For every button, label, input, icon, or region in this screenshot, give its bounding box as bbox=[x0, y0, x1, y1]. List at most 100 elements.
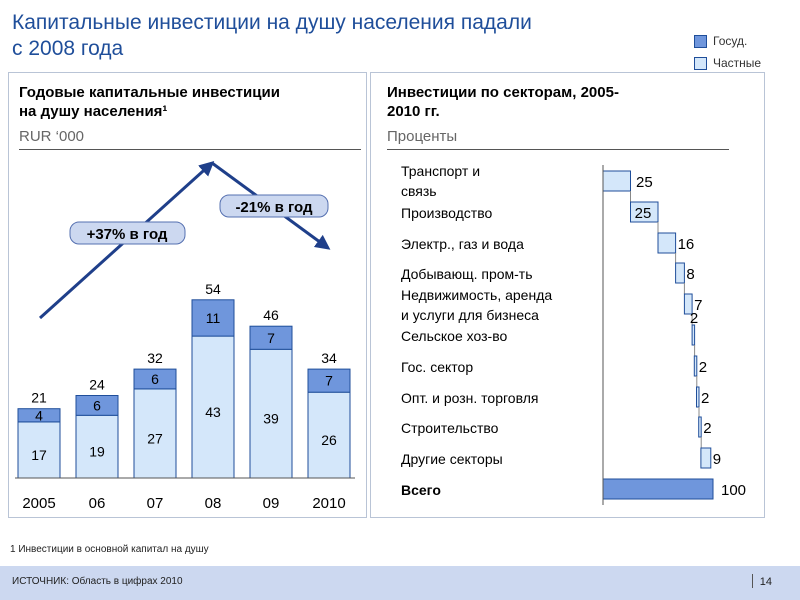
bar-label-private-2005: 17 bbox=[31, 447, 47, 463]
waterfall-value-9: 9 bbox=[713, 451, 721, 468]
legend-label-state: Госуд. bbox=[713, 34, 748, 48]
waterfall-value-1: 25 bbox=[635, 205, 652, 222]
bar-state-07 bbox=[133, 368, 177, 390]
waterfall-bar-4 bbox=[683, 293, 693, 315]
bar-label-private-09: 39 bbox=[263, 411, 279, 427]
waterfall-bar-10 bbox=[602, 478, 714, 500]
page-number: 14 bbox=[759, 576, 772, 588]
bar-label-private-07: 27 bbox=[147, 430, 163, 446]
sector-label-2: Электр., газ и вода bbox=[401, 236, 524, 252]
callout-down-text: -21% в год bbox=[235, 199, 313, 216]
bar-label-state-06: 6 bbox=[93, 397, 101, 413]
bar-total-2005: 21 bbox=[31, 390, 47, 406]
sector-label-4-0: Недвижимость, аренда bbox=[401, 287, 552, 303]
bar-state-08 bbox=[191, 299, 235, 337]
bar-total-09: 46 bbox=[263, 307, 279, 323]
legend-swatch-state bbox=[694, 34, 707, 48]
legend-label-private: Частные bbox=[713, 56, 762, 70]
sector-label-3: Добывающ. пром-ть bbox=[401, 266, 533, 282]
waterfall-value-3: 8 bbox=[686, 266, 694, 283]
sector-label-5: Сельское хоз-во bbox=[401, 328, 507, 344]
bar-label-state-2010: 7 bbox=[325, 373, 333, 389]
waterfall-bar-7 bbox=[696, 386, 700, 408]
right-panel-title: Инвестиции по секторам, 2005- 2010 гг. bbox=[387, 83, 619, 121]
waterfall-value-7: 2 bbox=[701, 390, 709, 407]
bar-state-06 bbox=[75, 395, 119, 416]
bar-total-08: 54 bbox=[205, 281, 221, 297]
source-note: ИСТОЧНИК: Область в цифрах 2010 bbox=[12, 576, 183, 587]
legend-item-private: Частные bbox=[694, 52, 761, 74]
waterfall-bar-5 bbox=[691, 324, 696, 346]
x-tick-06: 06 bbox=[89, 495, 106, 512]
sector-label-4-1: и услуги для бизнеса bbox=[401, 307, 539, 323]
bar-label-state-2005: 4 bbox=[35, 407, 43, 423]
bar-private-08 bbox=[191, 335, 235, 479]
sector-label-0-0: Транспорт и bbox=[401, 163, 480, 179]
legend-item-state: Госуд. bbox=[694, 30, 761, 52]
waterfall-value-2: 16 bbox=[678, 236, 695, 253]
waterfall-bar-8 bbox=[698, 416, 702, 438]
callout-down-box bbox=[219, 194, 329, 218]
left-panel: Годовые капитальные инвестиции на душу н… bbox=[8, 72, 367, 518]
bar-label-state-08: 11 bbox=[206, 310, 221, 326]
bar-label-state-09: 7 bbox=[267, 330, 275, 346]
sector-label-7: Опт. и розн. торговля bbox=[401, 390, 538, 406]
right-panel-rule bbox=[387, 149, 729, 150]
callout-up-text: +37% в год bbox=[87, 226, 168, 243]
page-title-line-1: Капитальные инвестиции на душу населения… bbox=[12, 11, 532, 34]
x-tick-2010: 2010 bbox=[312, 495, 345, 512]
page-title-line-2: с 2008 года bbox=[12, 37, 124, 60]
waterfall-bar-0 bbox=[602, 170, 631, 192]
legend: Госуд. Частные bbox=[694, 30, 761, 74]
waterfall-bar-3 bbox=[675, 262, 685, 284]
bar-label-state-07: 6 bbox=[151, 371, 159, 387]
left-panel-rule bbox=[19, 149, 361, 150]
page-title: Капитальные инвестиции на душу населения… bbox=[12, 10, 532, 62]
right-panel: Инвестиции по секторам, 2005- 2010 гг. П… bbox=[370, 72, 765, 518]
bar-private-06 bbox=[75, 414, 119, 479]
waterfall-value-6: 2 bbox=[699, 359, 707, 376]
waterfall-value-5: 2 bbox=[690, 310, 698, 327]
waterfall-value-0: 25 bbox=[636, 174, 653, 191]
sector-label-10: Всего bbox=[401, 482, 441, 498]
bar-total-2010: 34 bbox=[321, 350, 337, 366]
x-tick-09: 09 bbox=[263, 495, 280, 512]
waterfall-bar-9 bbox=[700, 447, 712, 469]
sector-label-9: Другие секторы bbox=[401, 451, 503, 467]
sector-label-1: Производство bbox=[401, 205, 492, 221]
waterfall-bar-1 bbox=[630, 201, 659, 223]
left-panel-title-line-2: на душу населения¹ bbox=[19, 103, 168, 120]
x-tick-08: 08 bbox=[205, 495, 222, 512]
bar-state-2010 bbox=[307, 368, 351, 393]
footnote: 1 Инвестиции в основной капитал на душу bbox=[10, 544, 209, 555]
legend-swatch-private bbox=[694, 56, 707, 70]
bar-state-2005 bbox=[17, 408, 61, 423]
bottom-bar bbox=[0, 566, 800, 600]
bar-total-06: 24 bbox=[89, 377, 105, 393]
waterfall-bar-6 bbox=[693, 355, 698, 377]
callout-up-box bbox=[69, 221, 186, 245]
bar-label-private-08: 43 bbox=[205, 404, 221, 420]
page-number-separator bbox=[752, 574, 753, 588]
sector-label-0-1: связь bbox=[401, 183, 437, 199]
waterfall-bar-2 bbox=[657, 232, 677, 254]
waterfall-value-4: 7 bbox=[694, 297, 702, 314]
left-panel-title: Годовые капитальные инвестиции на душу н… bbox=[19, 83, 280, 121]
bar-label-private-06: 19 bbox=[89, 444, 105, 460]
bar-label-private-2010: 26 bbox=[321, 432, 337, 448]
x-tick-07: 07 bbox=[147, 495, 164, 512]
sector-label-8: Строительство bbox=[401, 420, 499, 436]
bar-private-09 bbox=[249, 348, 293, 479]
left-panel-title-line-1: Годовые капитальные инвестиции bbox=[19, 84, 280, 101]
waterfall-value-8: 2 bbox=[703, 420, 711, 437]
right-panel-title-line-1: Инвестиции по секторам, 2005- bbox=[387, 84, 619, 101]
sector-label-6: Гос. сектор bbox=[401, 359, 473, 375]
x-tick-2005: 2005 bbox=[22, 495, 55, 512]
waterfall-value-10: 100 bbox=[721, 482, 746, 499]
left-panel-subtitle: RUR ‘000 bbox=[19, 128, 85, 145]
bar-state-09 bbox=[249, 325, 293, 350]
bar-total-07: 32 bbox=[147, 350, 163, 366]
right-panel-subtitle: Проценты bbox=[387, 128, 458, 145]
right-panel-title-line-2: 2010 гг. bbox=[387, 103, 440, 120]
